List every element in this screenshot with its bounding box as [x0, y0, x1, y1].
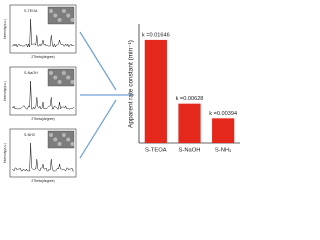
connector [79, 31, 117, 91]
graphical-abstract: Apparent rate constant (min⁻¹) S-TEOA Int… [3, 4, 240, 183]
sem-grain [66, 75, 71, 80]
xrd-curve [11, 80, 75, 110]
x-tick-label: S-NH₃ [215, 148, 232, 154]
panel-x-label: 2Theta(degree) [31, 55, 54, 59]
sem-grain [53, 137, 58, 142]
panel-y-label: Intensity(a.u.) [3, 19, 7, 40]
panel-frame [9, 66, 77, 116]
xrd-curve [12, 18, 75, 48]
bar [212, 118, 235, 143]
panel-frame [9, 128, 77, 178]
sem-inset [47, 6, 75, 25]
sem-inset [47, 130, 75, 149]
sem-grain [49, 9, 53, 13]
sem-grain [66, 13, 71, 18]
value-label: k =0.00628 [176, 96, 204, 102]
panel-x-label: 2Theta(degree) [31, 117, 54, 121]
x-tick-label: S-TEOA [145, 148, 167, 154]
sem-grain [49, 71, 53, 75]
sem-grain [61, 133, 66, 137]
value-label: k =0.01646 [142, 32, 170, 38]
sem-grain [57, 142, 62, 146]
bar [178, 103, 201, 143]
sem-grain [53, 75, 58, 80]
connector-lines [79, 31, 134, 159]
value-label: k =0.00394 [209, 111, 237, 117]
sem-grain [70, 80, 75, 84]
y-axis-label: Apparent rate constant (min⁻¹) [128, 40, 135, 128]
sem-grain [49, 133, 53, 137]
connector [79, 99, 117, 159]
sem-grain [57, 80, 62, 84]
panel-label: S-NH3 [24, 133, 35, 137]
panel-y-label: Intensity(a.u.) [3, 81, 7, 102]
xrd-curve [11, 142, 74, 172]
sem-inset [47, 68, 75, 87]
sem-grain [70, 18, 75, 22]
sem-grain [53, 13, 58, 18]
sem-grain [66, 137, 71, 142]
sem-grain [70, 142, 75, 146]
sem-grain [61, 9, 66, 13]
sem-grain [61, 71, 66, 75]
panel-y-label: Intensity(a.u.) [3, 143, 7, 164]
panel-label: S-TEOA [24, 9, 38, 13]
panel-frame [9, 4, 77, 54]
panel-label: S-NaOH [24, 71, 38, 75]
x-tick-label: S-NaOH [179, 148, 201, 154]
bar [144, 39, 167, 144]
panel-x-label: 2Theta(degree) [31, 179, 54, 183]
sem-grain [57, 18, 62, 22]
